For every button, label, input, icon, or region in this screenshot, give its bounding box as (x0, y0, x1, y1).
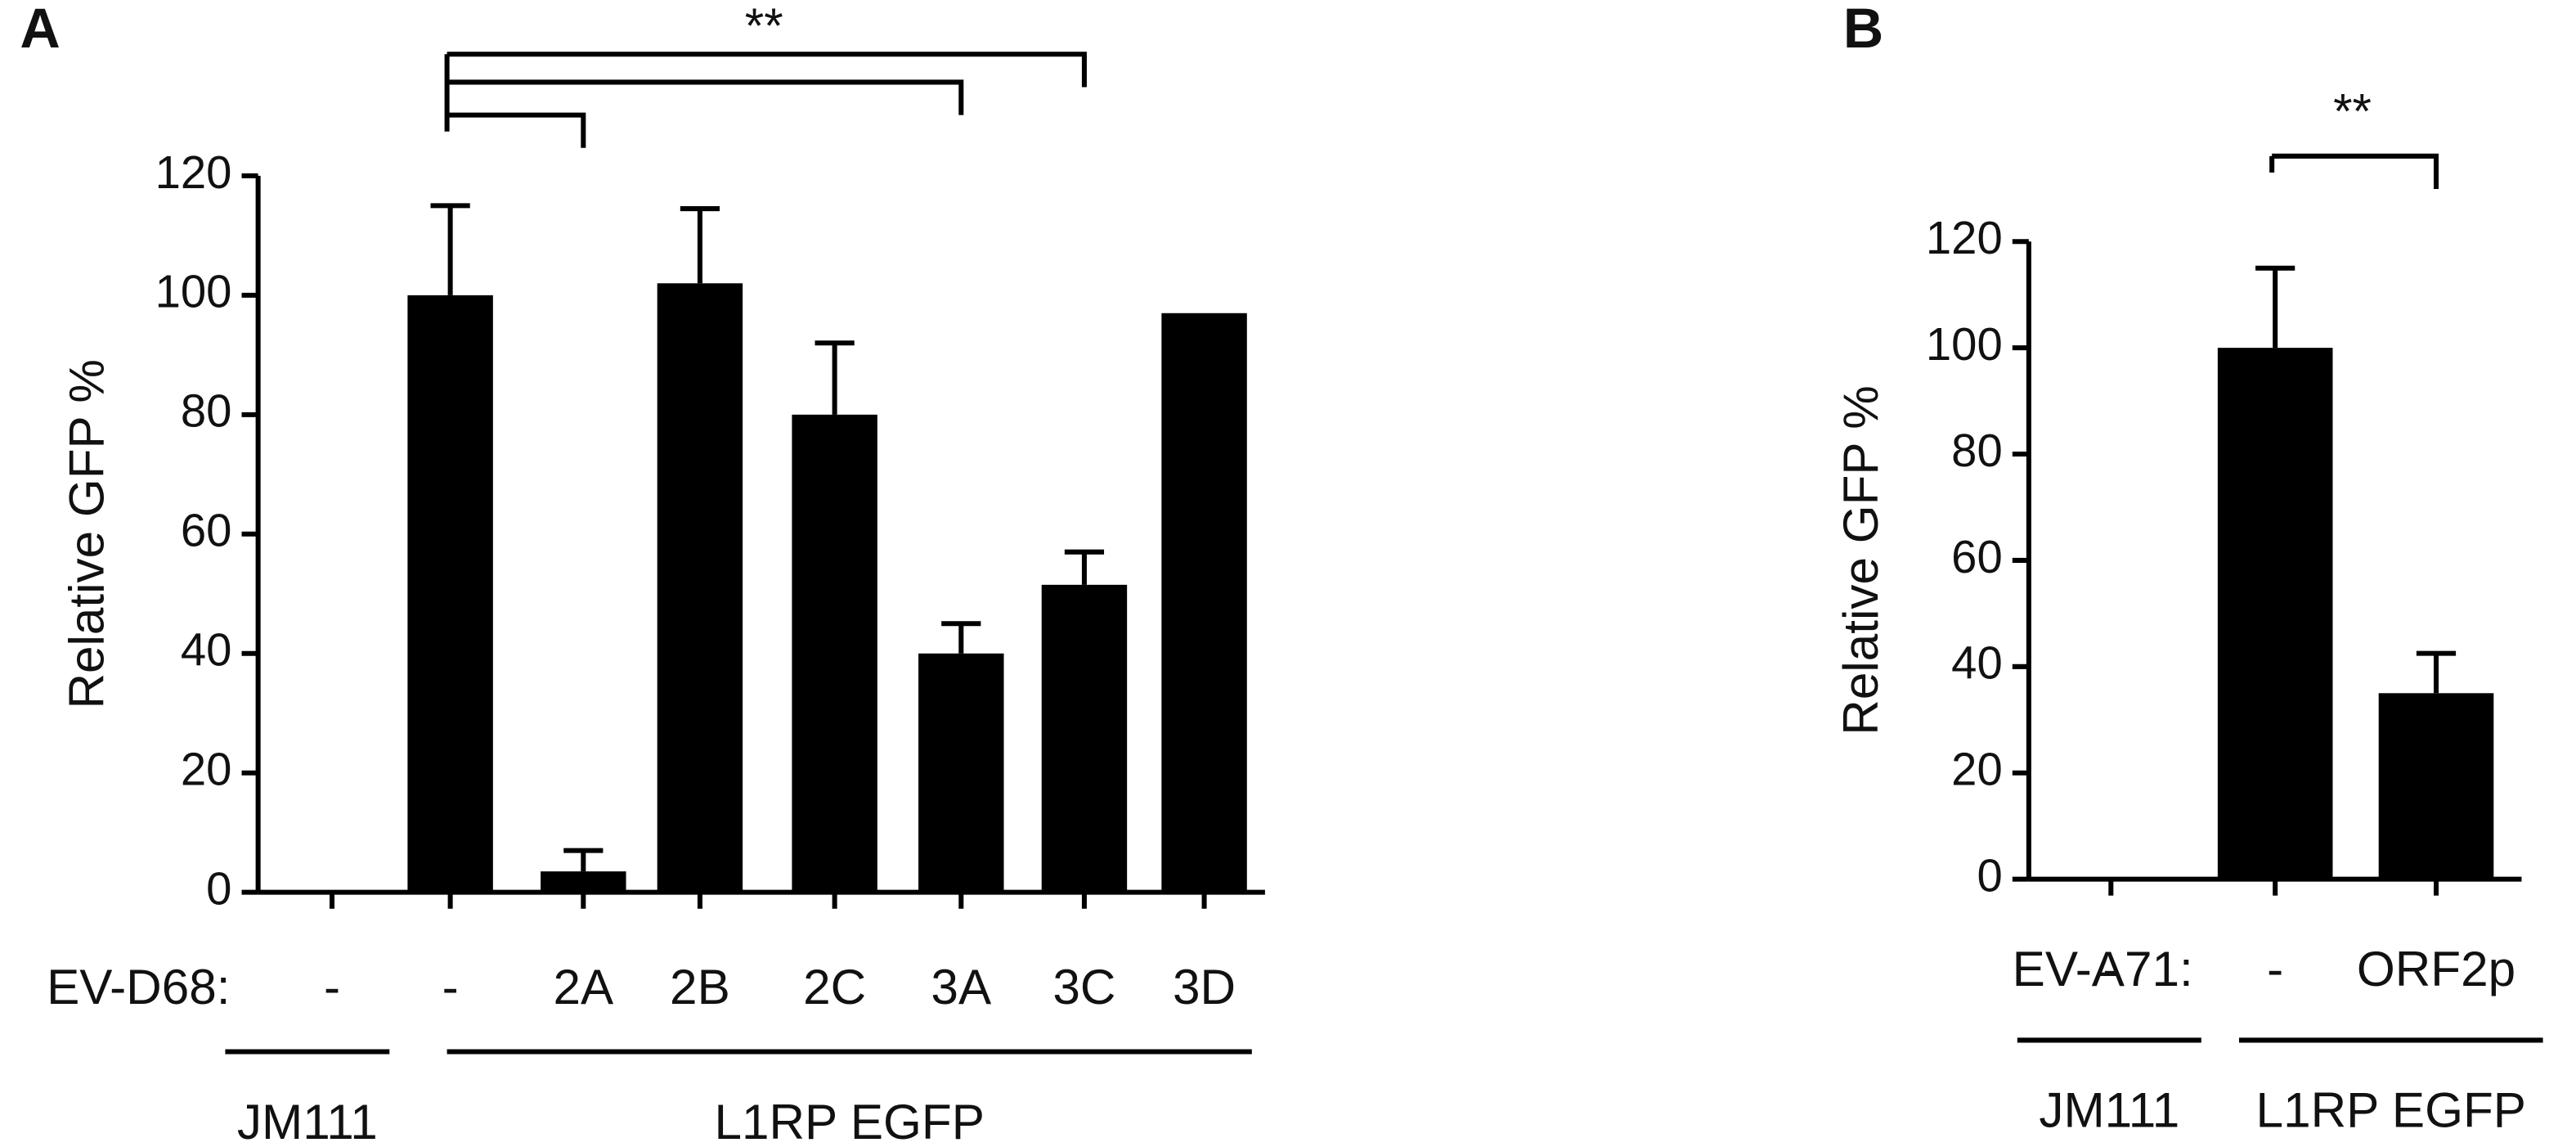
y-tick-label: 60 (1951, 531, 2003, 582)
group-label: JM111 (2039, 1082, 2179, 1138)
x-tick-label: 2B (670, 959, 730, 1014)
y-tick-label: 80 (181, 385, 232, 437)
x-tick-label: - (324, 959, 340, 1014)
bar (2378, 693, 2494, 879)
y-tick-label: 60 (181, 505, 232, 556)
y-tick-label: 0 (206, 863, 231, 915)
panel-label: A (20, 0, 60, 60)
error-bar (1064, 549, 1105, 585)
bar (1041, 584, 1128, 893)
significance: ** (2333, 83, 2372, 139)
bar (407, 295, 493, 893)
x-tick-label: 2C (803, 959, 866, 1014)
bar (918, 653, 1004, 893)
error-bar (941, 621, 981, 654)
bar (1161, 313, 1247, 893)
x-tick-label: - (2103, 941, 2119, 996)
error-bar (815, 340, 855, 415)
x-tick-label: ORF2p (2357, 941, 2515, 996)
bracket (447, 52, 1087, 88)
error-bar (563, 848, 604, 872)
bar (2217, 348, 2333, 879)
y-tick-label: 80 (1951, 425, 2003, 476)
group-label: L1RP EGFP (715, 1094, 985, 1147)
group-label: L1RP EGFP (2256, 1082, 2526, 1138)
group-label: JM111 (237, 1094, 378, 1147)
x-tick-label: 3D (1173, 959, 1236, 1014)
row-label: EV-D68: (47, 959, 230, 1014)
y-axis-label: Relative GFP % (59, 359, 114, 709)
error-bar (680, 206, 720, 284)
bar (541, 871, 626, 893)
y-tick-label: 40 (1951, 637, 2003, 689)
y-tick-label: 20 (1951, 744, 2003, 795)
y-tick-label: 40 (181, 624, 232, 676)
bar (657, 283, 743, 893)
y-tick-label: 100 (1926, 318, 2003, 370)
significance: ** (745, 0, 783, 53)
bar (792, 414, 877, 893)
error-bar (430, 203, 470, 295)
bracket (447, 79, 964, 115)
bracket (2272, 153, 2439, 189)
error-bar (2255, 265, 2296, 349)
x-tick-label: - (442, 959, 459, 1014)
x-tick-label: 2A (553, 959, 614, 1014)
y-tick-label: 120 (155, 146, 232, 198)
row-label: EV-A71: (2013, 941, 2193, 996)
panel-label: B (1843, 0, 1883, 60)
y-tick-label: 120 (1926, 212, 2003, 263)
x-tick-label: - (2267, 941, 2283, 996)
bracket (447, 112, 586, 148)
y-tick-label: 20 (181, 744, 232, 795)
x-tick-label: 3A (931, 959, 992, 1014)
y-tick-label: 0 (1977, 849, 2002, 901)
y-axis-label: Relative GFP % (1833, 385, 1888, 735)
y-tick-label: 100 (155, 266, 232, 317)
x-tick-label: 3C (1052, 959, 1115, 1014)
error-bar (2416, 650, 2457, 694)
